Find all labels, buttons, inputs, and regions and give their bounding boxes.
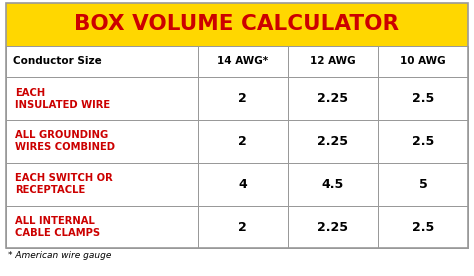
Bar [6,163,198,206]
Text: 4.5: 4.5 [322,178,344,191]
Bar [288,120,378,163]
Text: EACH SWITCH OR
RECEPTACLE: EACH SWITCH OR RECEPTACLE [15,173,113,195]
Bar [378,46,468,77]
Bar [198,46,288,77]
Bar [6,206,198,248]
Text: Conductor Size: Conductor Size [13,56,102,67]
Bar [6,3,468,248]
Text: 5: 5 [419,178,428,191]
Bar [288,163,378,206]
Text: * American wire gauge: * American wire gauge [8,251,111,260]
Bar [198,120,288,163]
Text: BOX VOLUME CALCULATOR: BOX VOLUME CALCULATOR [74,14,400,34]
Text: 4: 4 [238,178,247,191]
Text: 2.5: 2.5 [412,135,434,148]
Text: 2.25: 2.25 [318,135,348,148]
Text: 14 AWG*: 14 AWG* [217,56,268,67]
Bar [378,77,468,120]
Bar [198,77,288,120]
Text: 2.25: 2.25 [318,221,348,233]
Text: 2.5: 2.5 [412,92,434,105]
Bar [288,206,378,248]
Text: 2: 2 [238,135,247,148]
Bar [378,206,468,248]
Text: 10 AWG: 10 AWG [401,56,446,67]
Bar [6,3,468,46]
Text: 2: 2 [238,92,247,105]
Bar [198,206,288,248]
Text: EACH
INSULATED WIRE: EACH INSULATED WIRE [15,88,110,110]
Bar [6,206,468,248]
Text: 2.25: 2.25 [318,92,348,105]
Bar [6,46,198,77]
Bar [6,163,468,206]
Text: 12 AWG: 12 AWG [310,56,356,67]
Text: ALL INTERNAL
CABLE CLAMPS: ALL INTERNAL CABLE CLAMPS [15,216,100,238]
Bar [6,120,468,163]
Bar [288,46,378,77]
Bar [6,46,468,77]
Bar [6,77,468,120]
Bar [198,163,288,206]
Bar [6,120,198,163]
Bar [378,120,468,163]
Bar [6,77,198,120]
Bar [378,163,468,206]
Text: 2.5: 2.5 [412,221,434,233]
Text: 2: 2 [238,221,247,233]
Bar [288,77,378,120]
Text: ALL GROUNDING
WIRES COMBINED: ALL GROUNDING WIRES COMBINED [15,131,115,152]
